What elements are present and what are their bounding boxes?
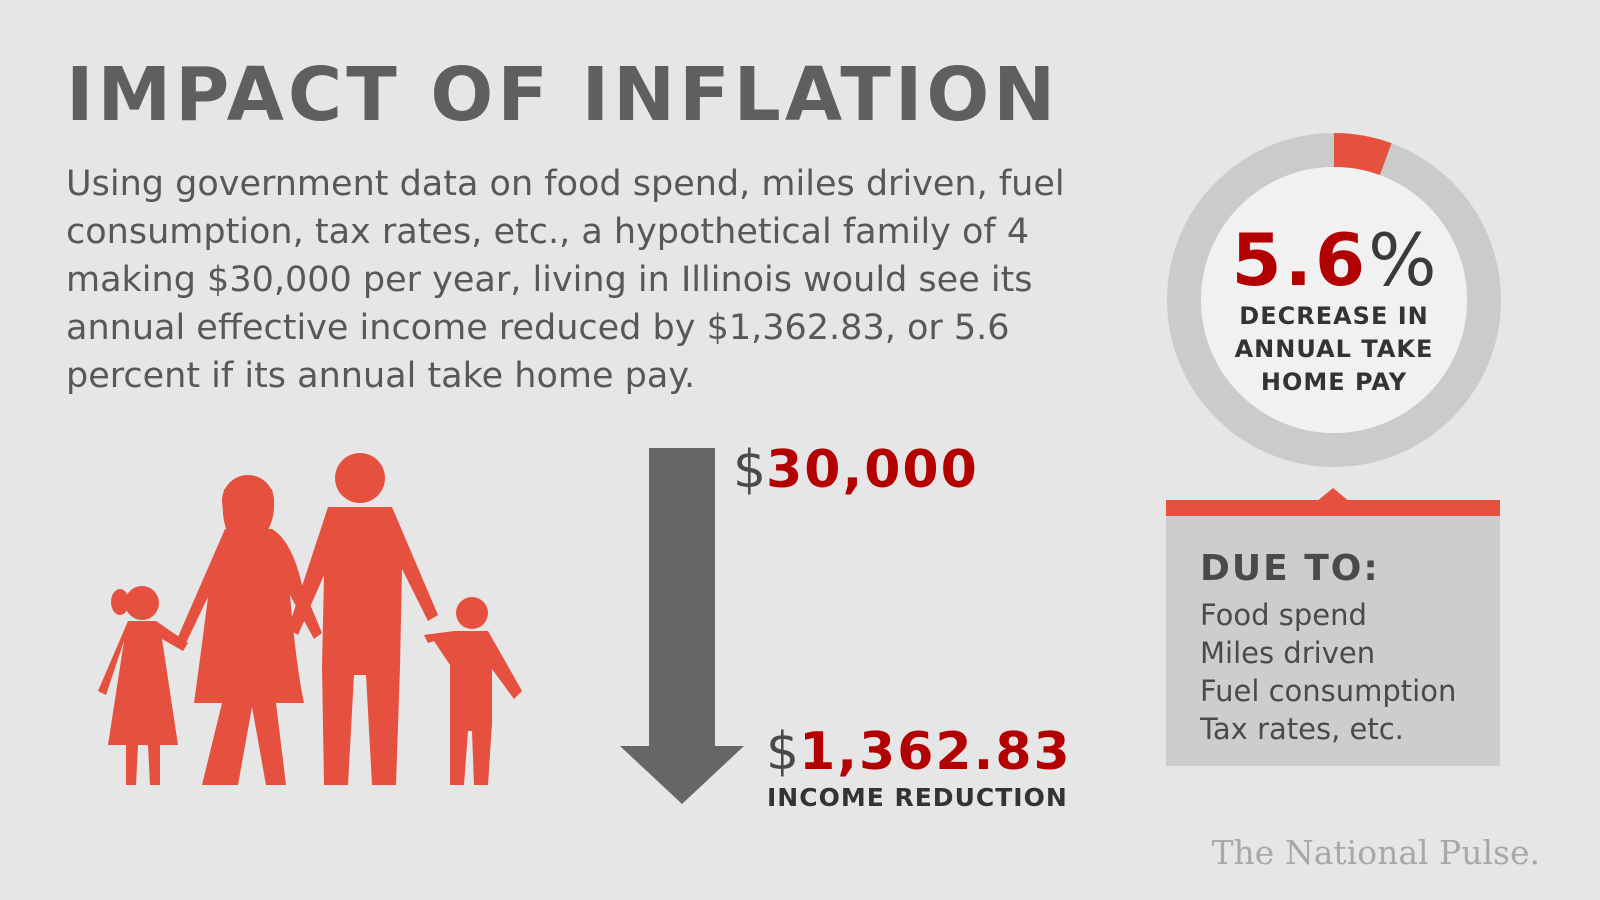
- infographic-title: IMPACT OF INFLATION: [66, 52, 1060, 138]
- percent-label: DECREASE IN ANNUAL TAKE HOME PAY: [1234, 302, 1434, 396]
- currency-symbol: $: [766, 722, 800, 782]
- percent-sign: %: [1368, 218, 1437, 302]
- callout-accent-bar: [1166, 500, 1500, 516]
- income-reduction: $1,362.83: [766, 722, 1072, 782]
- due-to-item: Food spend: [1200, 598, 1367, 632]
- donut-label-group: 5.6% DECREASE IN ANNUAL TAKE HOME PAY: [1164, 220, 1504, 399]
- due-to-list: Food spend Miles driven Fuel consumption…: [1200, 596, 1456, 748]
- due-to-item: Tax rates, etc.: [1200, 712, 1404, 746]
- due-to-callout: DUE TO: Food spend Miles driven Fuel con…: [1166, 488, 1500, 768]
- description-text: Using government data on food spend, mil…: [66, 164, 1065, 396]
- starting-income: $30,000: [733, 440, 979, 500]
- currency-symbol: $: [733, 440, 767, 500]
- family-silhouette-icon: [98, 453, 522, 785]
- donut-arc: [1167, 133, 1501, 467]
- down-arrow-icon: [620, 448, 744, 804]
- brand-logo-text: The National Pulse.: [1211, 833, 1540, 872]
- callout-pointer: [1316, 488, 1350, 502]
- callout-box: DUE TO: Food spend Miles driven Fuel con…: [1166, 516, 1500, 766]
- percent-donut-gauge: [1167, 133, 1501, 467]
- income-reduction-value: 1,362.83: [799, 722, 1072, 782]
- percent-value: 5.6%: [1164, 220, 1504, 300]
- percent-number: 5.6: [1231, 218, 1369, 302]
- due-to-item: Miles driven: [1200, 636, 1376, 670]
- starting-income-value: 30,000: [766, 440, 979, 500]
- due-to-title: DUE TO:: [1200, 548, 1380, 589]
- income-reduction-label: INCOME REDUCTION: [767, 783, 1068, 812]
- due-to-item: Fuel consumption: [1200, 674, 1457, 708]
